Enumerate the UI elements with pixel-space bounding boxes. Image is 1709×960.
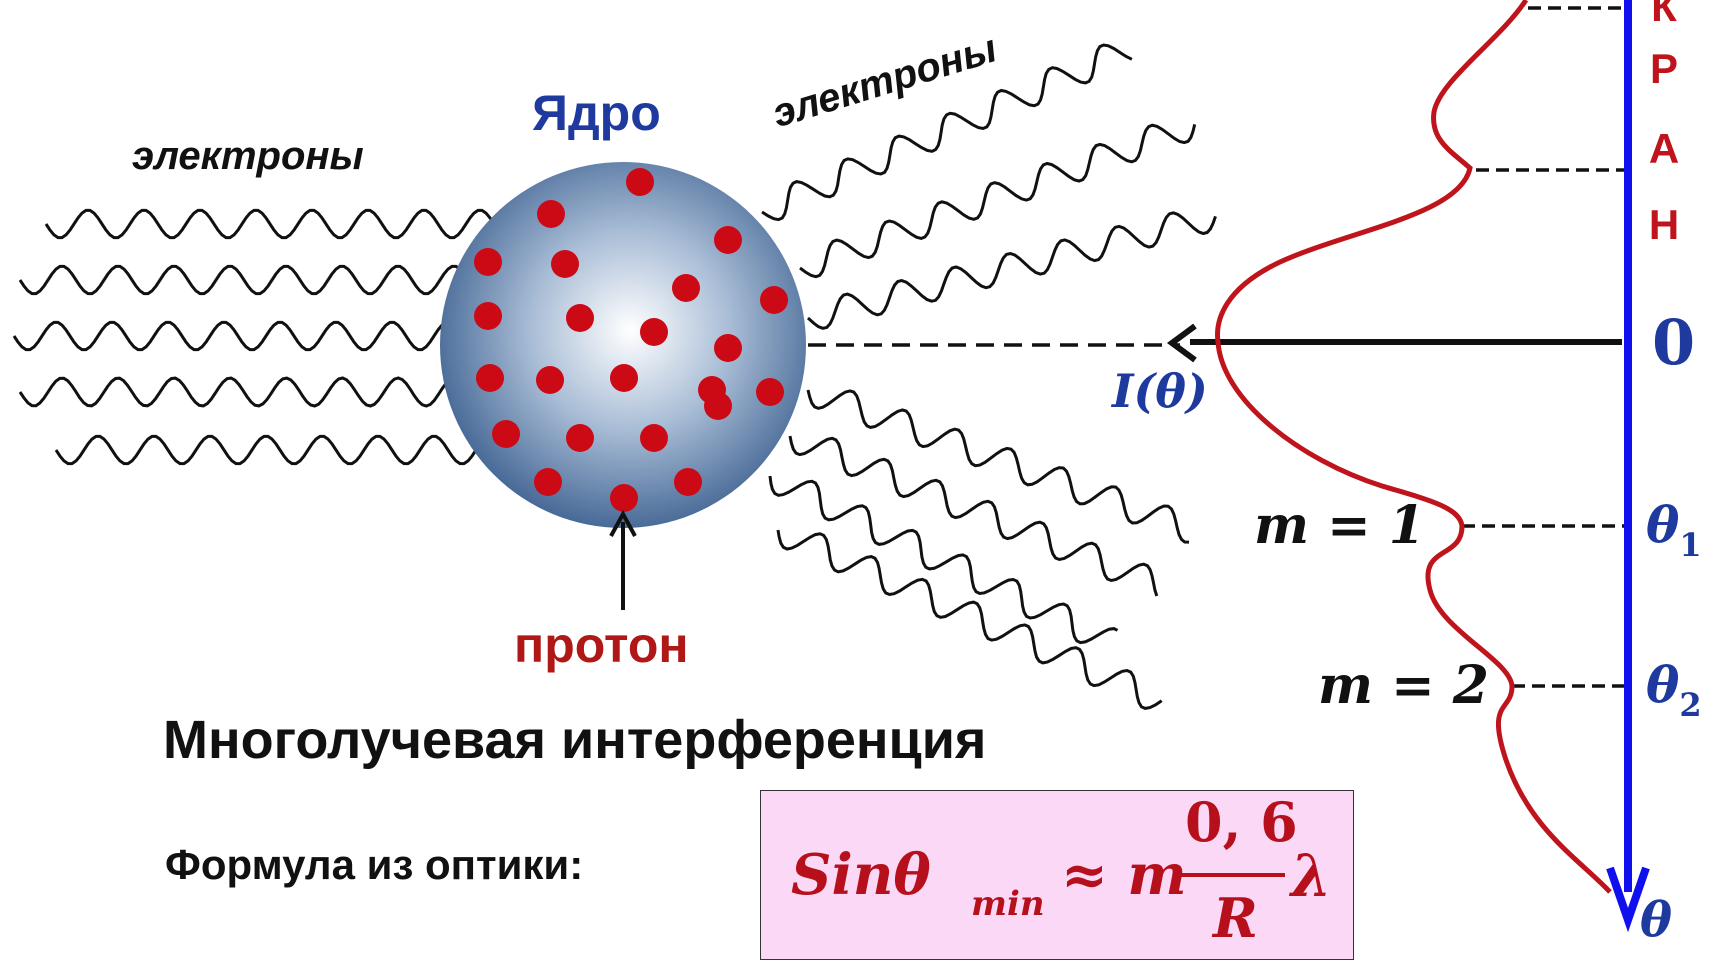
scattered-wave-5 bbox=[788, 435, 1159, 597]
proton-dot-21 bbox=[534, 468, 562, 496]
screen-letter-a: А bbox=[1648, 125, 1680, 172]
theta2-symbol: θ bbox=[1646, 655, 1680, 714]
incoming-wave-4 bbox=[18, 376, 468, 408]
incoming-wave-2 bbox=[18, 264, 461, 296]
proton-dot-11 bbox=[714, 334, 742, 362]
proton-dot-1 bbox=[626, 168, 654, 196]
proton-dot-5 bbox=[551, 250, 579, 278]
diagram-title: Многолучевая интерференция bbox=[163, 710, 987, 770]
formula-numerator: 0, 6 bbox=[1185, 790, 1298, 854]
proton-dot-23 bbox=[674, 468, 702, 496]
theta2-label: θ2 bbox=[1646, 660, 1702, 722]
proton-dot-3 bbox=[714, 226, 742, 254]
m2-label: m = 2 bbox=[1318, 655, 1489, 716]
proton-dot-8 bbox=[474, 302, 502, 330]
proton-pointer-arrowhead bbox=[609, 509, 637, 537]
nucleus-sphere bbox=[440, 162, 806, 528]
proton-dot-17 bbox=[492, 420, 520, 448]
proton-dot-19 bbox=[640, 424, 668, 452]
screen-letter-n: Н bbox=[1648, 201, 1680, 248]
proton-label: протон bbox=[514, 617, 689, 673]
proton-dot-20 bbox=[704, 392, 732, 420]
screen-axis-arrowhead bbox=[1606, 866, 1650, 933]
proton-dot-18 bbox=[566, 424, 594, 452]
proton-dot-14 bbox=[610, 364, 638, 392]
scattered-electron-waves bbox=[761, 43, 1217, 710]
theta2-subscript: 2 bbox=[1679, 686, 1702, 724]
formula-fraction-bar bbox=[1181, 873, 1285, 877]
intensity-label: I(θ) bbox=[1112, 364, 1208, 418]
axis-theta-label: θ bbox=[1640, 892, 1673, 948]
incoming-electron-waves bbox=[12, 208, 497, 466]
proton-dot-16 bbox=[756, 378, 784, 406]
scattered-wave-7 bbox=[776, 529, 1163, 710]
formula-approx-m: ≈ m bbox=[1061, 842, 1187, 908]
proton-dot-4 bbox=[474, 248, 502, 276]
incoming-wave-5 bbox=[54, 434, 497, 466]
screen-letter-k: К bbox=[1651, 0, 1677, 30]
proton-dot-6 bbox=[672, 274, 700, 302]
scattered-wave-6 bbox=[768, 475, 1119, 645]
scattered-wave-3 bbox=[806, 211, 1217, 330]
theta1-symbol: θ bbox=[1646, 495, 1680, 554]
incoming-wave-3 bbox=[12, 320, 450, 352]
theta1-subscript: 1 bbox=[1679, 526, 1702, 564]
center-arrowhead bbox=[1166, 323, 1197, 363]
proton-dot-10 bbox=[640, 318, 668, 346]
proton-dot-9 bbox=[566, 304, 594, 332]
formula-box: Sinθ min ≈ m 0, 6 R λ bbox=[760, 790, 1354, 960]
screen-letter-r: Р bbox=[1649, 45, 1678, 92]
scattered-wave-1 bbox=[761, 43, 1133, 222]
intensity-curve bbox=[1215, 0, 1612, 894]
proton-dot-7 bbox=[760, 286, 788, 314]
m1-label: m = 1 bbox=[1254, 495, 1425, 556]
proton-dot-22 bbox=[610, 484, 638, 512]
formula-denominator: R bbox=[1213, 886, 1258, 950]
proton-dot-13 bbox=[536, 366, 564, 394]
proton-dot-2 bbox=[537, 200, 565, 228]
incoming-wave-1 bbox=[44, 208, 496, 240]
formula-lambda: λ bbox=[1291, 842, 1332, 910]
scattered-wave-4 bbox=[806, 389, 1190, 544]
screen-zero-label: 0 bbox=[1652, 306, 1696, 379]
theta1-label: θ1 bbox=[1646, 500, 1702, 562]
scattered-wave-2 bbox=[799, 123, 1197, 279]
formula-subscript-min: min bbox=[971, 884, 1045, 924]
electrons-left-label: электроны bbox=[132, 134, 364, 178]
nucleus-label: Ядро bbox=[532, 85, 661, 141]
proton-dots bbox=[474, 168, 788, 512]
formula-caption: Формула из оптики: bbox=[165, 841, 584, 888]
proton-dot-12 bbox=[476, 364, 504, 392]
formula-sin: Sinθ bbox=[791, 842, 931, 908]
